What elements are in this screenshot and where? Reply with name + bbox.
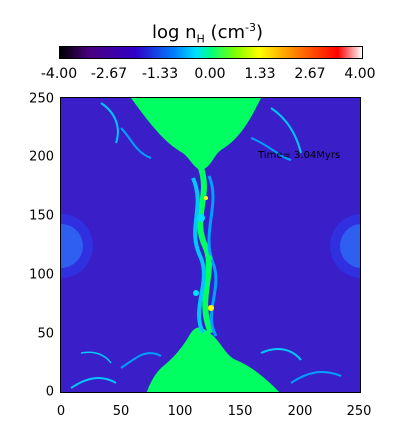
wisp bbox=[250, 137, 292, 161]
clump bbox=[208, 305, 214, 311]
wisp bbox=[290, 371, 342, 384]
top-dense-region bbox=[131, 98, 261, 170]
x-tick: 250 bbox=[346, 404, 372, 419]
x-tick: 200 bbox=[287, 404, 313, 419]
x-tick: 100 bbox=[167, 404, 193, 419]
x-tick: 150 bbox=[227, 404, 253, 419]
wisp bbox=[120, 127, 152, 159]
bottom-dense-region bbox=[146, 327, 280, 392]
y-tick: 200 bbox=[29, 149, 54, 165]
y-tick: 250 bbox=[29, 91, 54, 107]
colorbar-tick: -4.00 bbox=[40, 66, 78, 82]
colorbar-title: log nH (cm-3) bbox=[151, 21, 264, 46]
wisp bbox=[80, 351, 112, 364]
y-tick: 50 bbox=[37, 326, 54, 342]
left-halo-core bbox=[61, 224, 83, 268]
colorbar-tick: 4.00 bbox=[344, 66, 376, 82]
clump bbox=[197, 214, 205, 222]
density-map bbox=[60, 97, 361, 393]
x-tick: 0 bbox=[56, 404, 66, 419]
y-tick: 100 bbox=[29, 267, 54, 283]
colorbar-tick: -2.67 bbox=[90, 66, 128, 82]
wisp bbox=[70, 376, 117, 389]
colorbar-tick: 1.33 bbox=[244, 66, 276, 82]
y-tick: 0 bbox=[45, 384, 54, 400]
wisp bbox=[270, 107, 302, 154]
colorbar-tick: 0.00 bbox=[194, 66, 226, 82]
central-filament bbox=[197, 167, 214, 335]
colorbar-tick: -1.33 bbox=[141, 66, 179, 82]
right-halo-core bbox=[340, 224, 360, 268]
wisp bbox=[100, 102, 119, 144]
clump bbox=[193, 290, 199, 296]
time-label: Time= 3.04Myrs bbox=[258, 150, 341, 161]
clump bbox=[204, 196, 208, 200]
density-map-image bbox=[61, 98, 360, 392]
clump bbox=[206, 255, 212, 261]
colorbar bbox=[59, 46, 363, 59]
central-filament-3 bbox=[207, 175, 218, 337]
central-filament-2 bbox=[191, 177, 206, 334]
x-tick: 50 bbox=[112, 404, 130, 419]
wisp bbox=[120, 352, 162, 369]
wisp bbox=[260, 347, 302, 361]
colorbar-tick: 2.67 bbox=[294, 66, 326, 82]
y-tick: 150 bbox=[29, 208, 54, 224]
